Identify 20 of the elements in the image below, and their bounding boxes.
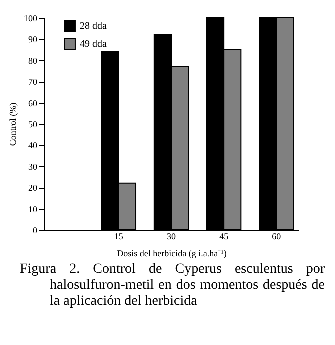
y-axis-title: Control (%) bbox=[8, 102, 18, 146]
y-tick-label: 70 bbox=[28, 77, 38, 88]
x-tick-label: 15 bbox=[114, 232, 124, 242]
y-tick-label: 50 bbox=[28, 120, 38, 130]
text: Figura 2. Control de Cyperus esculentus por halosulfuron-metil en dos momentos después de la aplicación del herbicida bbox=[20, 262, 325, 310]
y-tick-label: 0 bbox=[33, 226, 38, 236]
y-tick-label: 20 bbox=[28, 183, 38, 194]
y-tick-label: 60 bbox=[28, 98, 38, 108]
y-tick-label: 80 bbox=[28, 56, 38, 66]
legend-label: 28 dda bbox=[80, 21, 108, 32]
y-tick-label: 30 bbox=[28, 162, 38, 172]
y-tick-label: 10 bbox=[28, 204, 38, 214]
x-tick-label: 60 bbox=[272, 232, 282, 242]
legend-label: 49 dda bbox=[80, 39, 108, 50]
y-tick-label: 90 bbox=[28, 34, 38, 45]
x-tick-label: 45 bbox=[220, 232, 230, 242]
x-tick-label: 30 bbox=[167, 232, 176, 242]
y-tick-label: 40 bbox=[28, 140, 38, 151]
x-axis-title: Dosis del herbicida (g i.a.ha⁻¹) bbox=[117, 248, 227, 258]
y-tick-label: 100 bbox=[24, 14, 38, 24]
